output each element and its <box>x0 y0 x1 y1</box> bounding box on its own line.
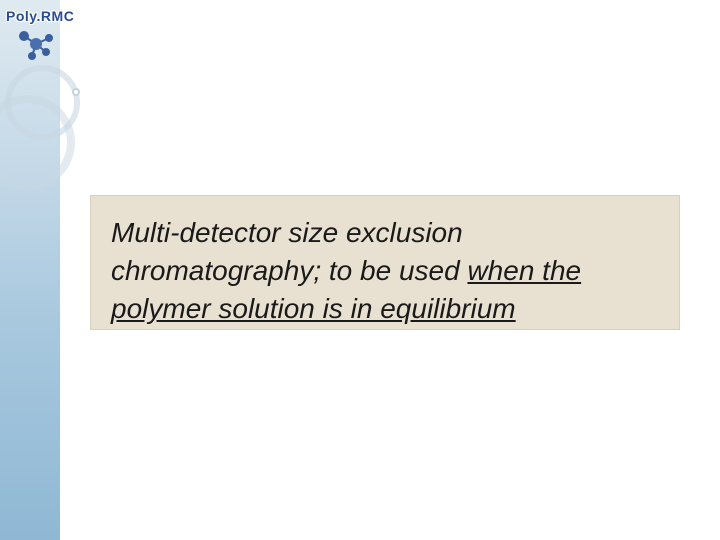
molecule-icon <box>14 26 59 61</box>
content-text: Multi-detector size exclusion chromatogr… <box>111 214 659 327</box>
content-box: Multi-detector size exclusion chromatogr… <box>90 195 680 330</box>
logo-text: Poly.RMC <box>6 8 74 24</box>
decorative-small-circle <box>72 88 80 96</box>
content-text-plain: Multi-detector size exclusion chromatogr… <box>111 217 467 286</box>
logo-area: Poly.RMC <box>6 8 74 24</box>
